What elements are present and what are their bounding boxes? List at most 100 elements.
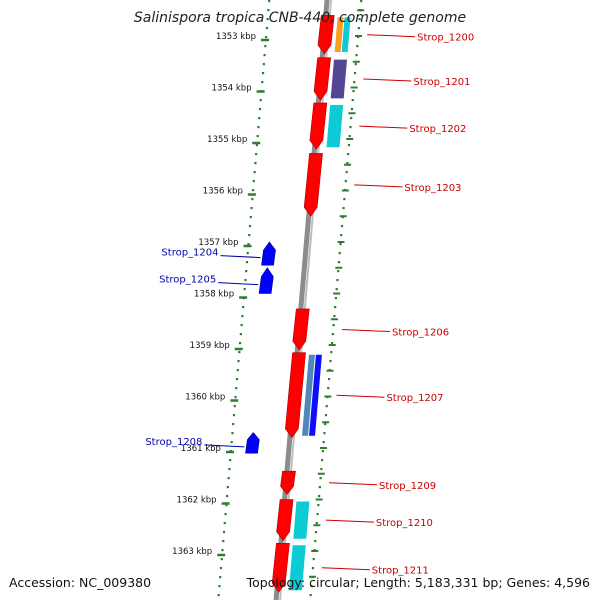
gene-leader-line (367, 35, 415, 37)
outer-dot (333, 324, 335, 326)
ruler-dot (219, 576, 221, 578)
outer-dot (332, 333, 334, 335)
ruler-dot (259, 108, 261, 110)
gene-leader-line (359, 126, 407, 128)
ruler-dot (263, 54, 265, 56)
outer-dot (327, 387, 329, 389)
outer-dot (353, 81, 355, 83)
ruler-dot (245, 270, 247, 272)
cog-bar (331, 60, 347, 99)
gene-label: Strop_1205 (159, 275, 216, 286)
outer-dot (339, 243, 341, 245)
outer-dot (346, 171, 348, 173)
outer-dot (321, 459, 323, 461)
outer-dot (352, 90, 354, 92)
outer-dot (322, 450, 324, 452)
ruler-dot (224, 513, 226, 515)
outer-dot (339, 252, 341, 254)
gene-label: Strop_1204 (161, 248, 218, 259)
outer-dot (330, 351, 332, 353)
gene-leader-line (354, 185, 402, 187)
ruler-dot (222, 540, 224, 542)
gene-label: Strop_1210 (376, 518, 433, 529)
gene-label: Strop_1203 (404, 183, 461, 194)
ruler-dot (228, 477, 230, 479)
ruler-label: 1357 kbp (198, 238, 238, 248)
gene-arrow (304, 153, 322, 216)
gene-arrow (293, 309, 310, 350)
outer-dot (349, 135, 351, 137)
outer-dot (328, 378, 330, 380)
outer-dot (349, 126, 351, 128)
outer-dot (324, 423, 326, 425)
gene-label: Strop_1207 (386, 393, 443, 404)
gene-arrow (281, 471, 296, 494)
ruler-label: 1355 kbp (207, 135, 247, 145)
outer-dot (336, 279, 338, 281)
outer-dot (356, 45, 358, 47)
ruler-dot (223, 531, 225, 533)
ruler-dot (250, 207, 252, 209)
genome-summary-text: Topology: circular; Length: 5,183,331 bp… (247, 575, 590, 590)
gene-arrow (277, 500, 294, 541)
outer-dot (347, 153, 349, 155)
genome-map[interactable]: 1353 kbp 1354 kbp 1355 kbp 1356 kbp 1357 kbp… (0, 0, 600, 600)
ruler-dot (252, 189, 254, 191)
ruler-dot (236, 378, 238, 380)
ruler-dot (256, 144, 258, 146)
ruler-dot (221, 558, 223, 560)
gene-label: Strop_1200 (417, 33, 474, 44)
ruler-dot (247, 252, 249, 254)
ruler-dot (268, 0, 270, 2)
gene-leader-line (363, 79, 411, 81)
ruler-label: 1362 kbp (177, 496, 217, 506)
outer-dot (333, 315, 335, 317)
ruler-dot (239, 342, 241, 344)
ruler-dot (262, 72, 264, 74)
ruler-dot (263, 63, 265, 65)
ruler-dot (257, 126, 259, 128)
ruler-label: 1360 kbp (185, 393, 225, 403)
ruler-dot (241, 324, 243, 326)
ruler-dot (224, 522, 226, 524)
outer-dot (318, 495, 320, 497)
genome-map-viewer[interactable]: 1353 kbp 1354 kbp 1355 kbp 1356 kbp 1357 kbp… (0, 0, 600, 600)
ruler-label: 1359 kbp (190, 341, 230, 351)
outer-dot (355, 63, 357, 65)
ruler-dot (241, 315, 243, 317)
gene-arrow (262, 242, 276, 265)
gene-leader-line (329, 483, 377, 485)
ruler-dot (254, 162, 256, 164)
ruler-dot (237, 369, 239, 371)
cog-bar (293, 502, 309, 539)
outer-dot (320, 468, 322, 470)
outer-dot (320, 477, 322, 479)
gene-label: Strop_1209 (379, 481, 436, 492)
outer-dot (335, 297, 337, 299)
ruler-dot (233, 414, 235, 416)
outer-dot (323, 432, 325, 434)
ruler-dot (261, 81, 263, 83)
gene-label: Strop_1208 (145, 437, 202, 448)
outer-dot (342, 207, 344, 209)
ruler-label: 1354 kbp (212, 84, 252, 94)
gene-arrow (285, 353, 305, 438)
gene-label: Strop_1206 (392, 328, 449, 339)
gene-leader-line (326, 520, 374, 522)
gene-arrow (310, 103, 327, 149)
ruler-label: 1353 kbp (216, 32, 256, 42)
cog-bar (327, 105, 344, 147)
outer-dot (355, 54, 357, 56)
outer-dot (341, 225, 343, 227)
outer-dot (316, 513, 318, 515)
ruler-dot (257, 135, 259, 137)
ruler-label: 1358 kbp (194, 290, 234, 300)
ruler-dot (234, 396, 236, 398)
accession-text: Accession: NC_009380 (9, 575, 151, 590)
ruler-label: 1356 kbp (203, 187, 243, 197)
outer-dot (313, 558, 315, 560)
outer-dot (319, 486, 321, 488)
outer-dot (340, 234, 342, 236)
gene-label: Strop_1202 (409, 124, 466, 135)
ruler-dot (231, 432, 233, 434)
